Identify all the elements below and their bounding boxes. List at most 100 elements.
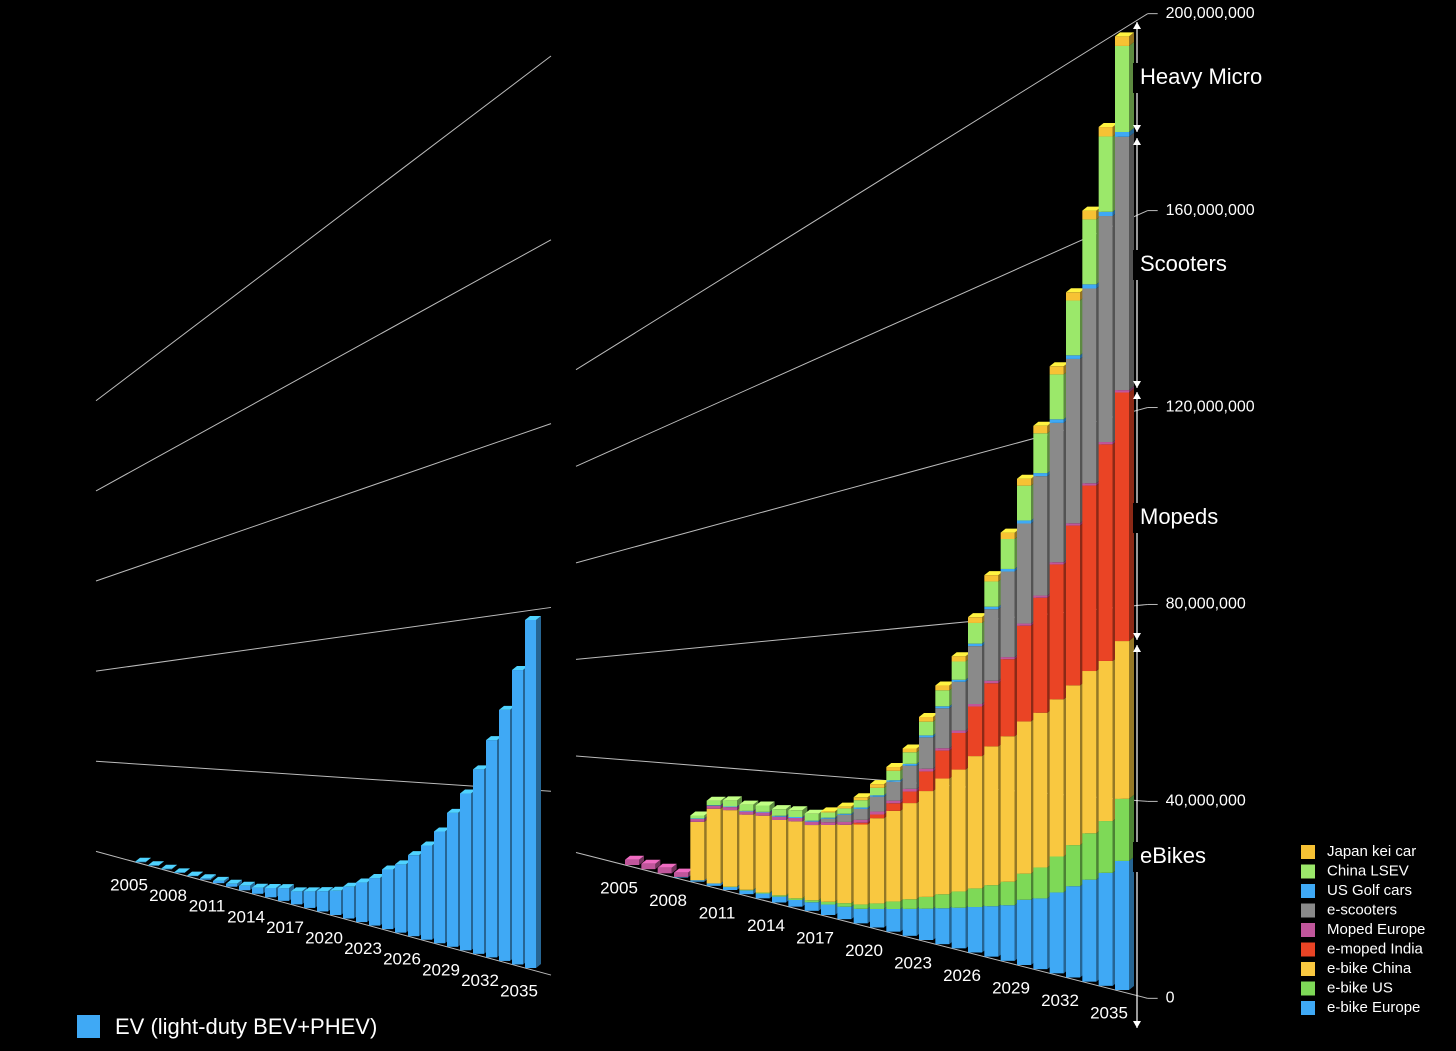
bar-front xyxy=(772,815,786,817)
bar-segment xyxy=(968,752,987,889)
bar-front xyxy=(821,901,835,905)
bar-front xyxy=(460,793,471,951)
bar-top xyxy=(1033,421,1053,426)
legend-swatch xyxy=(1301,864,1315,879)
bar-top xyxy=(1000,528,1020,533)
bar-front xyxy=(1082,284,1097,289)
bar-top xyxy=(788,806,808,811)
bar-front xyxy=(1049,374,1064,420)
bar-front xyxy=(1033,597,1048,713)
bar-segment xyxy=(1082,215,1102,285)
bar-front xyxy=(902,748,917,753)
bar-segment xyxy=(984,902,1004,957)
grid-line xyxy=(575,210,1148,467)
bar-front xyxy=(951,681,966,731)
bar-front xyxy=(723,886,737,890)
bar-front xyxy=(902,899,917,909)
bar-segment xyxy=(1115,388,1134,642)
bar-front xyxy=(1115,392,1129,642)
bar-top xyxy=(473,765,489,770)
annotation-bg xyxy=(1133,842,1143,872)
arrow-head xyxy=(1133,645,1141,652)
y-tick-label: 120,000,000 xyxy=(1166,399,1255,416)
bar-top xyxy=(853,793,873,798)
bar-front xyxy=(788,899,803,907)
bar-front xyxy=(213,880,224,884)
bar-front xyxy=(657,867,672,874)
bar-segment xyxy=(919,787,938,897)
bar-front xyxy=(821,824,835,902)
bar-front xyxy=(935,750,950,779)
bar-front xyxy=(1066,685,1080,846)
bar-segment xyxy=(723,796,742,807)
legend-swatch xyxy=(1301,903,1315,918)
annotation-bg xyxy=(1133,503,1143,533)
bar-side xyxy=(536,616,541,968)
bar-front xyxy=(1098,442,1113,445)
bar-side xyxy=(1129,388,1134,642)
bar-top xyxy=(291,887,307,892)
bar-side xyxy=(802,806,808,817)
bar-segment xyxy=(1098,132,1118,212)
bar-front xyxy=(447,812,458,947)
arrow-head xyxy=(1133,138,1141,145)
bar-front xyxy=(853,824,868,905)
bar-top xyxy=(421,841,437,846)
bar-front xyxy=(739,811,754,815)
bar-front xyxy=(902,763,917,766)
arrow-head xyxy=(1133,381,1141,388)
y-tick-label: 200,000,000 xyxy=(1166,5,1255,22)
bar-side xyxy=(146,857,151,862)
bar-top xyxy=(239,881,255,886)
x-tick-label: 2014 xyxy=(227,907,265,926)
bar-front xyxy=(788,821,803,899)
bar-front xyxy=(690,880,705,882)
bar-front xyxy=(951,679,966,682)
bar-front xyxy=(968,756,982,889)
bar-front xyxy=(919,771,933,792)
bar-front xyxy=(625,859,639,865)
bar-front xyxy=(984,575,999,582)
bar-segment xyxy=(870,814,889,904)
bar-front xyxy=(968,646,982,705)
bar-segment xyxy=(821,820,840,902)
bar-front xyxy=(821,817,835,819)
bar-front xyxy=(473,769,484,954)
bar-side xyxy=(172,864,177,870)
bar-front xyxy=(1098,660,1113,822)
bar-segment xyxy=(148,861,164,866)
bar-segment xyxy=(1049,852,1069,893)
bar-segment xyxy=(788,806,808,817)
bar-top xyxy=(821,807,840,812)
legend-label: e-bike US xyxy=(1327,979,1393,996)
bar-top xyxy=(919,712,938,717)
bar-top xyxy=(135,857,151,862)
bar-segment xyxy=(706,804,726,884)
grid-line xyxy=(95,55,552,402)
bar-front xyxy=(804,821,819,826)
bar-front xyxy=(1115,860,1129,990)
bar-front xyxy=(870,811,884,815)
bar-front xyxy=(870,818,884,904)
bar-side xyxy=(237,879,242,887)
legend-swatch xyxy=(1301,981,1315,996)
bar-front xyxy=(525,620,536,968)
bar-front xyxy=(755,815,770,893)
bar-segment xyxy=(886,806,906,902)
bar-front xyxy=(1017,520,1031,524)
bar-segment xyxy=(902,761,922,789)
bar-front xyxy=(821,818,835,823)
bar-top xyxy=(252,883,268,888)
bar-top xyxy=(382,865,398,870)
x-tick-label: 2008 xyxy=(649,891,687,910)
bar-side xyxy=(1129,386,1134,393)
legend-swatch xyxy=(1301,962,1315,976)
bar-top xyxy=(486,736,502,741)
bar-front xyxy=(1066,886,1080,978)
annotation: eBikes xyxy=(1140,843,1206,868)
bar-front xyxy=(772,895,786,897)
bar-segment xyxy=(213,876,229,884)
bar-front xyxy=(252,887,263,894)
bar-front xyxy=(1066,358,1080,524)
bar-segment xyxy=(1115,386,1134,393)
